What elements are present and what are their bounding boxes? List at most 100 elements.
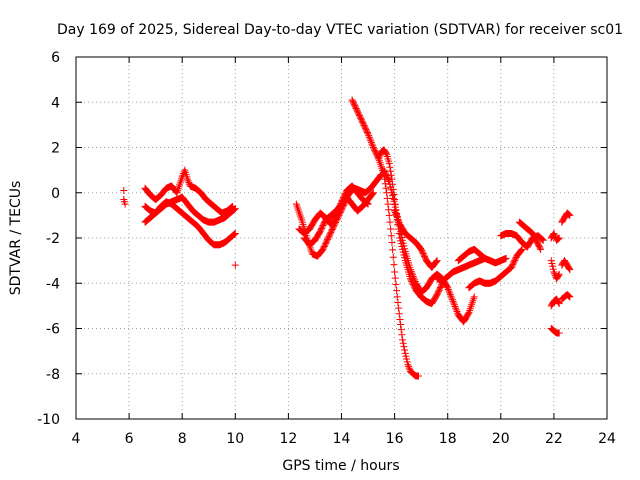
data-point (185, 179, 193, 187)
series-morning-arc-1 (141, 193, 239, 226)
data-point (538, 235, 546, 243)
x-tick-label: 12 (279, 431, 297, 447)
y-tick-label: -10 (37, 412, 60, 428)
data-point (387, 171, 395, 179)
data-point (120, 186, 128, 194)
data-point (387, 167, 395, 175)
series-end-cluster-1 (547, 229, 563, 244)
y-tick-label: -6 (46, 322, 60, 338)
data-point (368, 190, 376, 198)
data-point (409, 272, 417, 280)
data-point (382, 149, 390, 157)
data-point (432, 257, 440, 265)
data-point (389, 246, 397, 254)
data-point (444, 285, 452, 293)
data-point (408, 269, 416, 277)
data-point (396, 315, 404, 323)
x-tick-label: 8 (178, 431, 187, 447)
data-point (565, 265, 573, 273)
series-end-cluster-3 (547, 295, 563, 310)
data-point (376, 172, 384, 180)
data-point (448, 296, 456, 304)
data-point (433, 257, 441, 265)
series-end-cluster-2 (547, 257, 563, 283)
data-point (555, 270, 563, 278)
data-point (229, 202, 237, 210)
data-point (121, 200, 129, 208)
data-point (395, 217, 403, 225)
data-point (555, 235, 563, 243)
data-point (387, 232, 395, 240)
data-point (447, 292, 455, 300)
data-point (452, 306, 460, 314)
x-tick-label: 4 (72, 431, 81, 447)
data-point (445, 287, 453, 295)
data-point (366, 135, 374, 143)
data-point (391, 207, 399, 215)
data-point (555, 300, 563, 308)
data-point (539, 236, 547, 244)
data-point (565, 292, 573, 300)
data-point (409, 271, 417, 279)
data-point (227, 203, 235, 211)
series-end-cluster-5 (558, 209, 574, 226)
data-point (395, 310, 403, 318)
data-point (231, 230, 239, 238)
series-end-cluster-4 (547, 325, 563, 337)
data-point (404, 361, 412, 369)
data-point (550, 229, 558, 237)
data-point (565, 211, 573, 219)
data-point (394, 298, 402, 306)
data-point (555, 298, 563, 306)
data-point (394, 215, 402, 223)
data-point (387, 225, 395, 233)
data-point (184, 177, 192, 185)
data-point (566, 211, 574, 219)
series-late-spike (515, 218, 545, 253)
data-point (231, 261, 239, 269)
data-point (398, 331, 406, 339)
series-evening-arc-3 (391, 207, 441, 271)
y-tick-label: 0 (51, 186, 60, 202)
data-point (550, 268, 558, 276)
data-point (391, 209, 399, 217)
data-point (464, 310, 472, 318)
data-point (228, 203, 236, 211)
data-point (470, 293, 478, 301)
x-tick-label: 24 (598, 431, 616, 447)
series-end-cluster-7 (558, 291, 574, 303)
data-point (566, 266, 574, 274)
data-point (365, 132, 373, 140)
data-point (184, 175, 192, 183)
data-point (376, 151, 384, 159)
data-point (566, 293, 574, 301)
data-point (551, 231, 559, 239)
data-point (393, 293, 401, 301)
data-point (386, 163, 394, 171)
x-tick-label: 14 (333, 431, 351, 447)
data-point (405, 364, 413, 372)
x-tick-label: 18 (439, 431, 457, 447)
data-point (385, 159, 393, 167)
data-point (452, 304, 460, 312)
data-point (367, 137, 375, 145)
data-point (518, 245, 526, 253)
data-point (536, 244, 544, 252)
data-point (389, 253, 397, 261)
data-point (375, 153, 383, 161)
x-tick-label: 6 (125, 431, 134, 447)
series-early-isolated (120, 186, 239, 269)
data-point (432, 258, 440, 266)
data-point (517, 247, 525, 255)
data-point (392, 280, 400, 288)
axis-ticks (75, 56, 608, 420)
data-point (555, 234, 563, 242)
data-point (231, 229, 239, 237)
data-point (565, 292, 573, 300)
data-point (384, 200, 392, 208)
y-tick-label: 4 (51, 95, 60, 111)
data-point (385, 211, 393, 219)
data-point (481, 254, 489, 262)
chart-title: Day 169 of 2025, Sidereal Day-to-day VTE… (57, 22, 623, 38)
